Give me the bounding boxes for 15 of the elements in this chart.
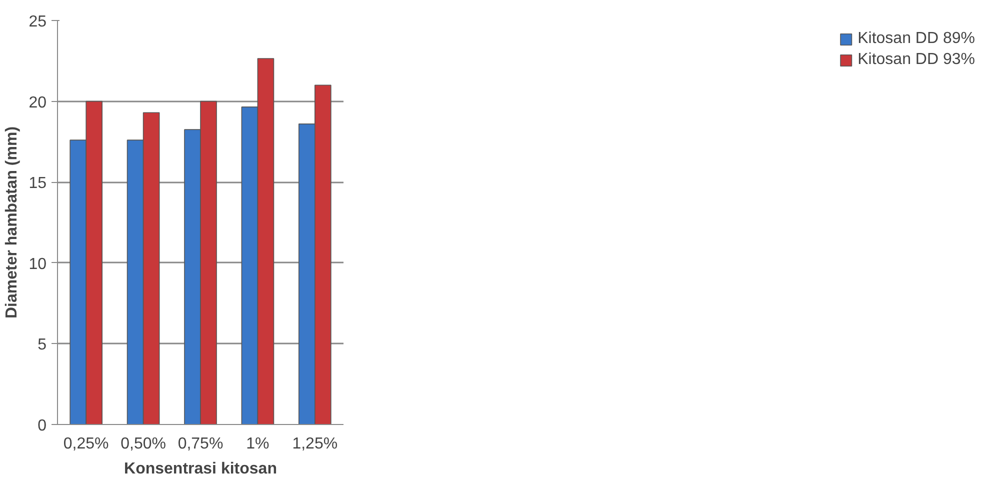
x-axis-title: Konsentrasi kitosan [124, 460, 277, 478]
y-tick-label: 5 [38, 336, 47, 354]
y-axis-title: Diameter hambatan (mm) [4, 126, 21, 319]
legend-label: Kitosan DD 93% [858, 51, 975, 69]
legend-label: Kitosan DD 89% [858, 30, 975, 48]
x-tick-label: 0,50% [120, 436, 166, 452]
x-tick-label: 0,25% [63, 436, 109, 452]
y-tick-label: 0 [38, 418, 47, 434]
x-tick-label: 1% [246, 436, 270, 452]
y-tick-label: 20 [28, 94, 47, 112]
x-tick-label: 0,75% [178, 436, 224, 452]
y-tick-label: 25 [28, 14, 47, 30]
x-tick-label: 1,25% [292, 436, 338, 452]
y-tick-label: 10 [28, 256, 47, 273]
y-tick-label: 15 [28, 175, 47, 192]
